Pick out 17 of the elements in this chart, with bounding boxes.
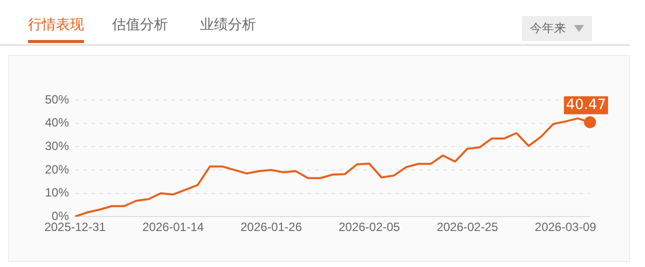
y-tick-label: 30%	[44, 138, 70, 153]
x-tick-label: 2026-01-14	[142, 220, 204, 234]
y-tick-label: 0%	[52, 208, 70, 223]
data-label: 40.47	[566, 96, 606, 113]
x-tick-label: 2026-02-05	[338, 220, 400, 234]
x-tick-label: 2026-03-09	[534, 220, 596, 234]
y-tick-label: 50%	[44, 92, 70, 106]
text: 行情表现	[28, 16, 84, 43]
text: 估值分析	[112, 16, 168, 35]
y-tick-label: 20%	[44, 162, 70, 176]
x-tick-label: 2025-12-31	[44, 220, 106, 234]
y-tick-label: 40%	[44, 116, 70, 130]
y-tick-label: 10%	[44, 186, 70, 200]
text: 今年来	[530, 21, 566, 35]
x-tick-label: 2026-02-25	[436, 220, 498, 234]
text: 业绩分析	[200, 16, 256, 35]
x-tick-label: 2026-01-26	[240, 220, 302, 234]
